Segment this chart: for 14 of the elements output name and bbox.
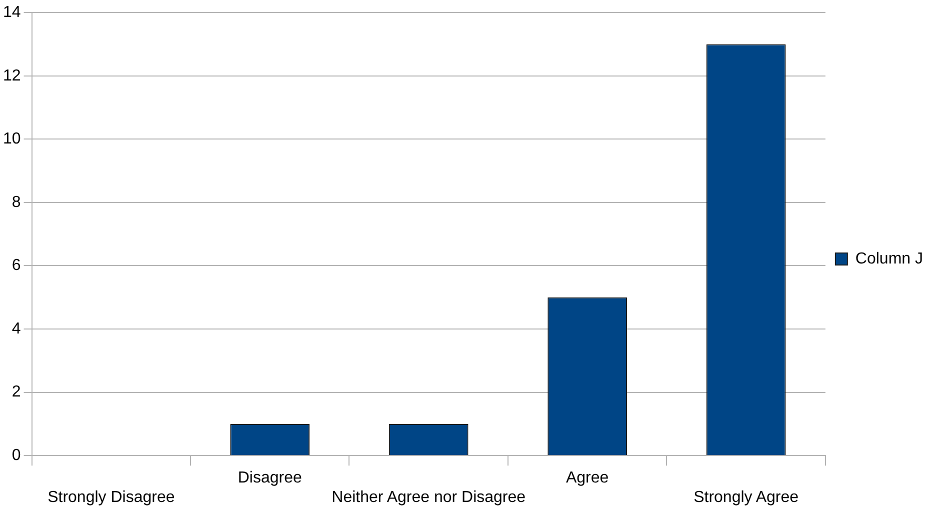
x-tick-label: Disagree bbox=[238, 470, 302, 487]
y-tick-label: 0 bbox=[12, 447, 21, 464]
x-tick-label: Strongly Agree bbox=[694, 488, 799, 506]
x-tick-label: Neither Agree nor Disagree bbox=[332, 488, 526, 506]
x-tick-label: Agree bbox=[566, 470, 609, 487]
y-tick-label: 10 bbox=[3, 130, 21, 148]
y-tick-label: 4 bbox=[12, 320, 21, 338]
x-tick-label: Strongly Disagree bbox=[48, 488, 175, 506]
y-tick-label: 2 bbox=[12, 384, 21, 401]
y-tick-label: 6 bbox=[12, 257, 21, 274]
legend-label: Column J bbox=[855, 250, 923, 268]
y-tick-label: 14 bbox=[3, 4, 21, 22]
y-tick-label: 12 bbox=[3, 67, 21, 84]
y-tick-label: 8 bbox=[12, 194, 21, 211]
